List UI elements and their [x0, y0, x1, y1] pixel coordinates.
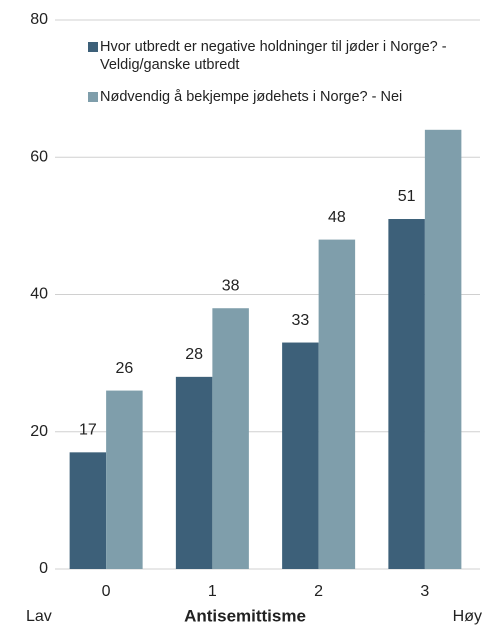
y-tick-label: 80 [30, 11, 48, 28]
x-tick-label: 1 [208, 583, 217, 600]
legend-swatch [88, 92, 98, 102]
y-tick-label: 40 [30, 286, 48, 303]
bar [388, 219, 425, 569]
y-tick-label: 0 [39, 560, 48, 577]
y-tick-label: 20 [30, 423, 48, 440]
bar [212, 308, 249, 569]
x-tick-label: 0 [102, 583, 111, 600]
data-label: 51 [398, 188, 416, 205]
data-label: 38 [222, 277, 240, 294]
legend-item: Hvor utbredt er negative holdninger til … [88, 38, 480, 74]
legend-label: Nødvendig å bekjempe jødehets i Norge? -… [100, 89, 403, 105]
data-label: 26 [115, 360, 133, 377]
bar [69, 452, 107, 569]
bar [175, 376, 213, 569]
bar [106, 390, 143, 569]
axis-annotation-low: Lav [26, 608, 52, 625]
data-label: 33 [291, 312, 309, 329]
bar [424, 129, 462, 570]
data-label: 48 [328, 209, 346, 226]
data-label: 28 [185, 346, 203, 363]
bar [318, 239, 356, 569]
legend-item: Nødvendig å bekjempe jødehets i Norge? -… [88, 88, 480, 106]
axis-annotation-high: Høy [453, 608, 482, 625]
bar [282, 342, 319, 569]
legend-swatch [88, 42, 98, 52]
x-tick-label: 3 [420, 583, 429, 600]
x-tick-label: 2 [314, 583, 323, 600]
data-label: 17 [79, 422, 97, 439]
x-axis-label: Antisemittisme [184, 606, 306, 625]
y-tick-label: 60 [30, 148, 48, 165]
legend-label: Hvor utbredt er negative holdninger til … [100, 39, 447, 73]
